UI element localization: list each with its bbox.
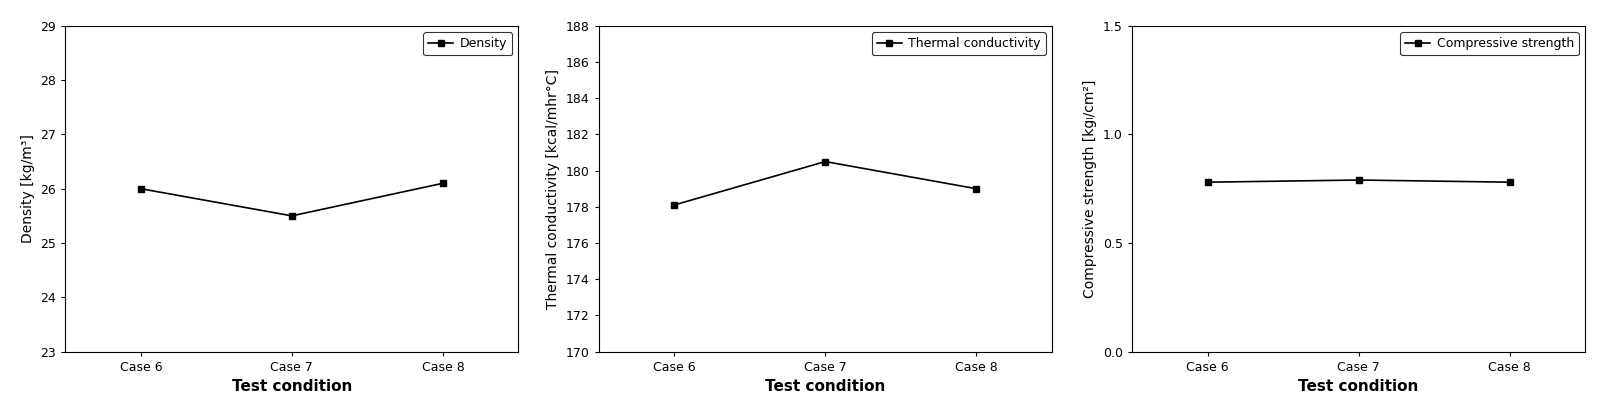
Thermal conductivity bbox=[966, 186, 985, 191]
X-axis label: Test condition: Test condition bbox=[764, 379, 884, 394]
Line: Thermal conductivity: Thermal conductivity bbox=[671, 158, 979, 208]
Legend: Compressive strength: Compressive strength bbox=[1400, 32, 1578, 55]
Y-axis label: Thermal conductivity [kcal/mhr°C]: Thermal conductivity [kcal/mhr°C] bbox=[546, 69, 560, 309]
Thermal conductivity bbox=[664, 203, 684, 208]
X-axis label: Test condition: Test condition bbox=[1297, 379, 1417, 394]
Compressive strength bbox=[1499, 180, 1518, 185]
Density bbox=[433, 181, 453, 186]
Legend: Thermal conductivity: Thermal conductivity bbox=[872, 32, 1045, 55]
X-axis label: Test condition: Test condition bbox=[231, 379, 351, 394]
Line: Density: Density bbox=[138, 180, 446, 219]
Line: Compressive strength: Compressive strength bbox=[1204, 176, 1512, 186]
Density bbox=[282, 213, 302, 218]
Density bbox=[132, 186, 151, 191]
Y-axis label: Density [kg/m³]: Density [kg/m³] bbox=[21, 134, 35, 243]
Thermal conductivity bbox=[815, 159, 835, 164]
Y-axis label: Compressive strength [kgₗ/cm²]: Compressive strength [kgₗ/cm²] bbox=[1083, 80, 1096, 298]
Compressive strength bbox=[1197, 180, 1217, 185]
Legend: Density: Density bbox=[424, 32, 512, 55]
Compressive strength bbox=[1348, 178, 1367, 183]
